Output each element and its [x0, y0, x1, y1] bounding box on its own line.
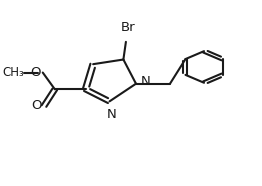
Text: O: O [31, 99, 41, 112]
Text: Br: Br [121, 21, 135, 34]
Text: CH₃: CH₃ [3, 66, 25, 79]
Text: N: N [140, 75, 150, 88]
Text: O: O [30, 66, 41, 79]
Text: N: N [107, 108, 117, 121]
